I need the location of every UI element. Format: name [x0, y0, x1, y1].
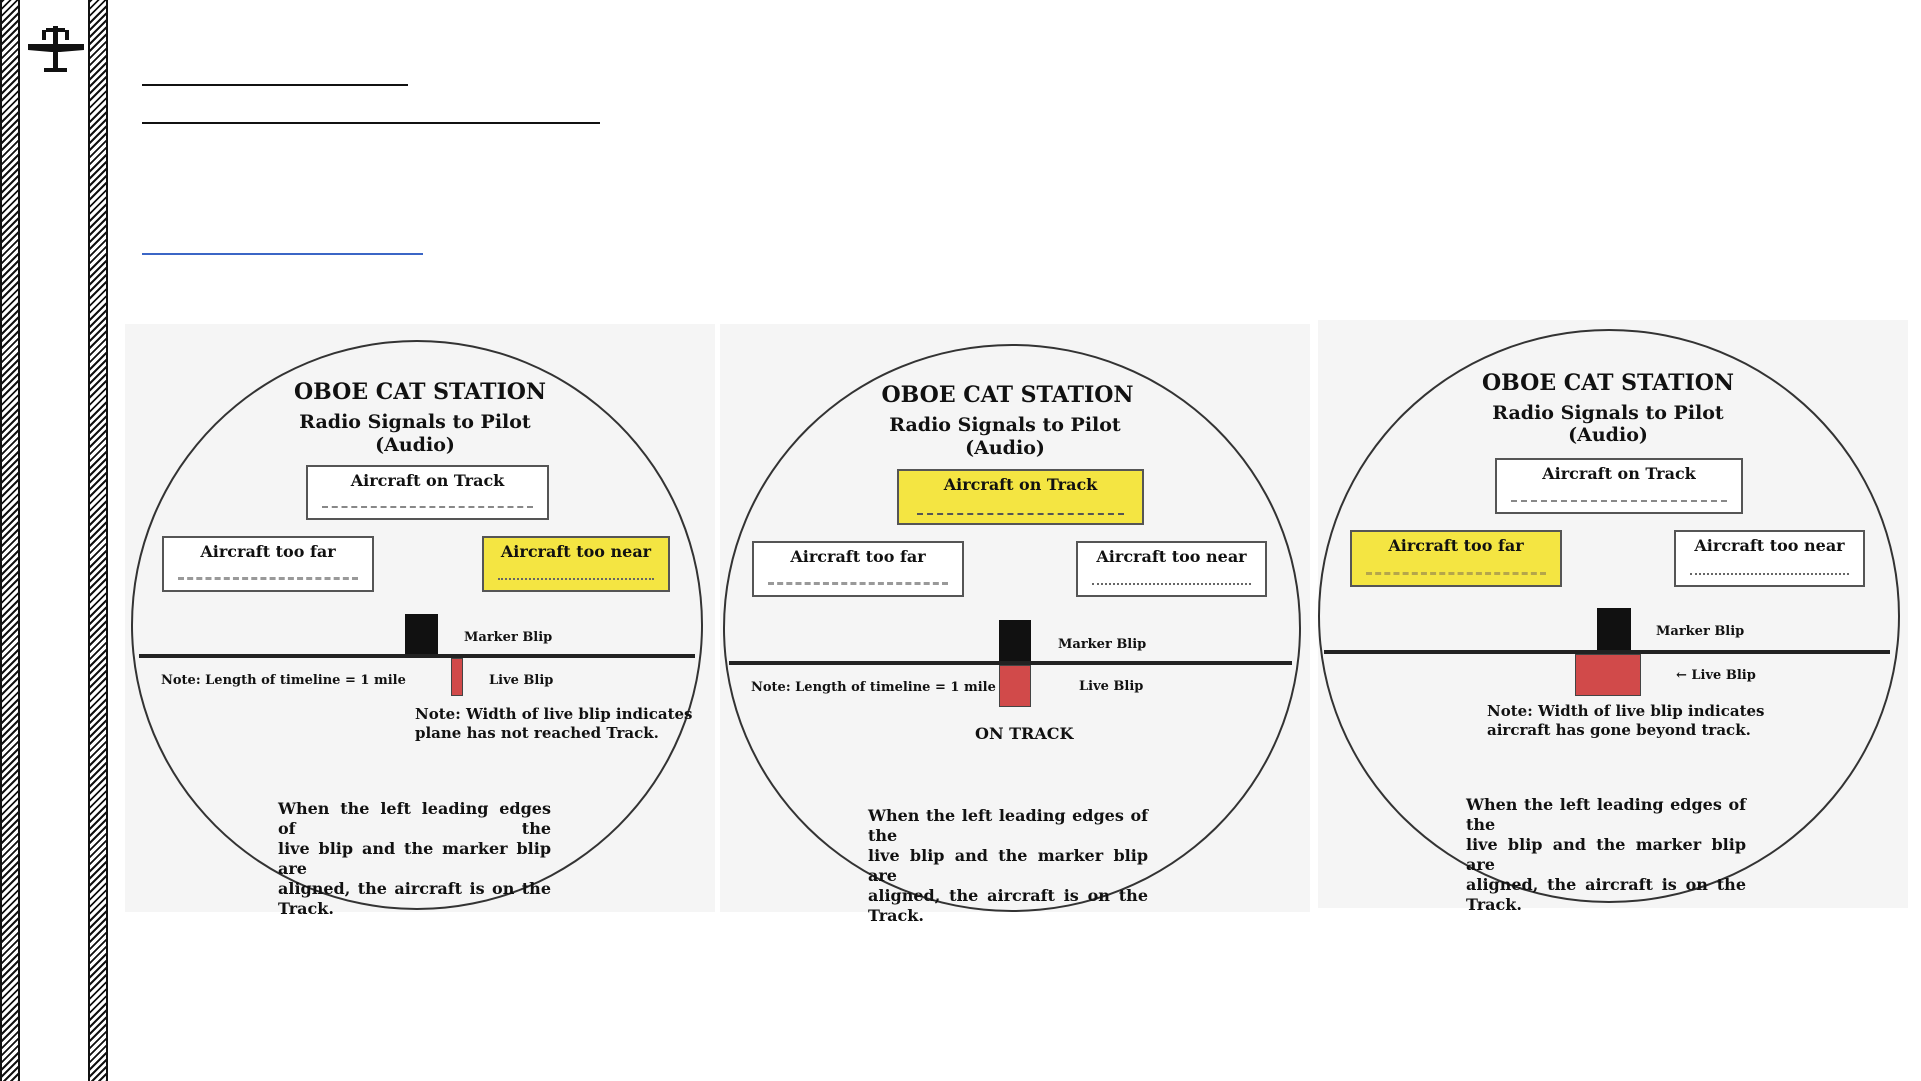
station-title: OBOE CAT STATION [293, 379, 547, 405]
marker-blip [999, 620, 1031, 662]
alignment-paragraph: When the left leading edges of the live … [868, 806, 1148, 925]
diagram-panel-too-near: OBOE CAT STATION Radio Signals to Pilot … [125, 324, 715, 918]
marker-blip-label: Marker Blip [1656, 624, 1745, 639]
box-aircraft-too-far: Aircraft too far [1350, 530, 1562, 587]
station-title: OBOE CAT STATION [881, 382, 1134, 408]
width-note: Note: Width of live blip indicates plane… [415, 705, 693, 742]
live-blip [999, 665, 1031, 707]
subtitle-audio: (Audio) [1568, 424, 1648, 446]
marker-blip-label: Marker Blip [464, 630, 553, 645]
box-aircraft-on-track: Aircraft on Track [897, 469, 1144, 525]
scope-circle [723, 344, 1301, 912]
left-border-stripe [0, 0, 20, 1081]
right-border-stripe [88, 0, 108, 1081]
title-underline-2 [142, 122, 600, 124]
box-aircraft-too-far: Aircraft too far [752, 541, 964, 597]
live-blip [451, 658, 463, 696]
diagram-panel-on-track: OBOE CAT STATION Radio Signals to Pilot … [720, 324, 1310, 925]
box-aircraft-too-far: Aircraft too far [162, 536, 374, 592]
subtitle-audio: (Audio) [965, 437, 1045, 459]
marker-blip [405, 614, 438, 654]
live-blip [1575, 654, 1641, 696]
marker-blip-label: Marker Blip [1058, 637, 1147, 652]
title-underline-1 [142, 84, 408, 86]
box-aircraft-too-near: Aircraft too near [1674, 530, 1865, 587]
box-aircraft-on-track: Aircraft on Track [306, 465, 549, 520]
box-aircraft-too-near: Aircraft too near [482, 536, 670, 592]
scope-circle [131, 340, 703, 910]
link-underline[interactable] [142, 253, 423, 255]
diagram-panel-too-far: OBOE CAT STATION Radio Signals to Pilot … [1318, 320, 1908, 914]
subtitle-audio: (Audio) [375, 434, 455, 456]
subtitle: Radio Signals to Pilot [1492, 402, 1724, 424]
box-aircraft-too-near: Aircraft too near [1076, 541, 1267, 597]
on-track-label: ON TRACK [975, 724, 1074, 743]
marker-blip [1597, 608, 1631, 650]
live-blip-label: Live Blip [1079, 679, 1144, 694]
timeline [729, 661, 1292, 665]
alignment-paragraph: When the left leading edges of the live … [1466, 795, 1746, 914]
timeline-note: Note: Length of timeline = 1 mile [751, 680, 996, 695]
airplane-icon [28, 26, 84, 72]
box-aircraft-on-track: Aircraft on Track [1495, 458, 1743, 514]
timeline [1324, 650, 1890, 654]
subtitle: Radio Signals to Pilot [889, 414, 1121, 436]
subtitle: Radio Signals to Pilot [299, 411, 531, 433]
timeline-note: Note: Length of timeline = 1 mile [161, 673, 406, 688]
scope-circle [1318, 329, 1900, 903]
live-blip-label: ← Live Blip [1676, 668, 1756, 683]
width-note: Note: Width of live blip indicates aircr… [1487, 702, 1765, 739]
live-blip-label: Live Blip [489, 673, 554, 688]
alignment-paragraph: When the left leading edges of the live … [278, 799, 551, 918]
station-title: OBOE CAT STATION [1481, 370, 1735, 396]
timeline [139, 654, 695, 658]
